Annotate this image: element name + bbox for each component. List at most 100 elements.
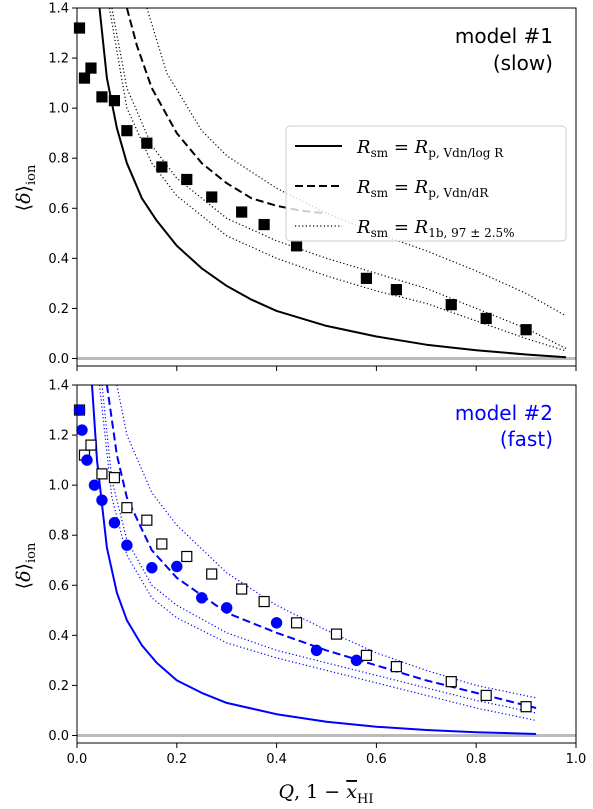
data-point-square xyxy=(390,661,402,673)
legend-entry-dashed: Rsm = Rp, Vdn/dR xyxy=(356,177,489,200)
data-point-circle xyxy=(121,539,133,551)
y-tick-label: 1.4 xyxy=(48,379,69,394)
legend-lhs: R xyxy=(356,137,371,158)
data-point-square xyxy=(520,701,532,713)
y-tick-label: 0.6 xyxy=(48,202,69,217)
data-point-circle xyxy=(270,617,283,629)
data-point-square xyxy=(236,206,248,218)
y-tick-label: 0.2 xyxy=(48,679,69,694)
legend-rhs-sub: 1b, 97 ± 2.5% xyxy=(428,226,514,240)
data-point-square xyxy=(78,72,91,84)
data-point-square xyxy=(141,514,153,526)
tick-layer: 0.0 0.2 0.4 0.6 0.8 1.0 0.0 0.2 0.4 0.6 0.8 1.0 1.2 1… xyxy=(48,379,586,768)
y-axis-title-top: ⟨δ⟩ion xyxy=(13,164,39,211)
data-point-circle xyxy=(310,644,323,657)
y-tick-label: 0.8 xyxy=(48,529,69,544)
data-point-circle xyxy=(350,654,363,667)
data-point-circle xyxy=(88,479,101,491)
x-tick-label: 0.8 xyxy=(466,752,487,767)
data-point-circle xyxy=(73,404,86,416)
series-line-dashed xyxy=(105,385,537,709)
data-point-square xyxy=(96,468,108,480)
data-point-circle xyxy=(146,562,158,574)
data-point-square xyxy=(73,22,86,34)
data-point-square xyxy=(258,218,270,231)
legend-lhs-sub: sm xyxy=(371,146,389,160)
x-tick-label: 0.2 xyxy=(166,752,187,767)
x-tick-label: 0.0 xyxy=(67,752,88,767)
data-point-square xyxy=(258,595,270,608)
series-line-dashed xyxy=(125,8,327,215)
y-axis-title-bottom: ⟨δ⟩ion xyxy=(13,542,39,589)
series-line-solid xyxy=(98,8,567,359)
data-point-square xyxy=(181,550,193,563)
marker-layer xyxy=(73,22,532,336)
legend-rhs: R xyxy=(414,137,429,158)
panel-label-line-1: model #1 xyxy=(455,24,553,48)
y-tick-label: 1.4 xyxy=(48,2,69,17)
data-point-square xyxy=(206,191,218,203)
panel-label-line-2: (slow) xyxy=(493,51,553,75)
x-tick-label: 1.0 xyxy=(566,752,587,767)
legend-lhs: R xyxy=(356,177,371,198)
data-point-square xyxy=(108,95,121,107)
data-point-square xyxy=(520,324,532,336)
series-line-dotted xyxy=(146,8,567,317)
data-point-circle xyxy=(108,516,121,529)
y-tick-label: 0.4 xyxy=(48,252,69,267)
data-point-square xyxy=(85,439,97,451)
data-point-square xyxy=(390,284,402,296)
plot-frame xyxy=(76,384,577,744)
data-point-square xyxy=(96,91,108,103)
data-point-square xyxy=(480,689,492,702)
data-point-square xyxy=(445,299,457,311)
data-point-square xyxy=(480,312,492,325)
legend-box xyxy=(285,125,567,242)
data-point-square xyxy=(330,628,343,640)
data-point-square xyxy=(121,125,133,137)
data-point-circle xyxy=(76,424,88,436)
legend-rhs: R xyxy=(414,177,429,198)
legend-rhs-sub: p, Vdn/dR xyxy=(428,186,489,200)
y-tick-label: 1.2 xyxy=(48,429,69,444)
data-point-circle xyxy=(81,454,93,466)
y-tick-label: 0.8 xyxy=(48,152,69,167)
y-tick-label: 0.0 xyxy=(48,352,69,367)
data-point-circle xyxy=(196,592,208,604)
series-line-dotted xyxy=(101,385,537,714)
x-tick-label: 0.6 xyxy=(366,752,387,767)
data-point-square xyxy=(141,137,153,149)
marker-layer xyxy=(73,404,532,713)
data-point-square xyxy=(290,617,303,629)
legend-lhs-sub: sm xyxy=(371,226,389,240)
y-tick-label: 1.2 xyxy=(48,52,69,67)
data-point-square xyxy=(360,272,373,284)
data-point-square xyxy=(181,173,193,186)
data-point-square xyxy=(121,502,133,514)
legend-lhs-sub: sm xyxy=(371,186,389,200)
tick-layer: 0.0 0.2 0.4 0.6 0.8 1.0 1.2 1.4 xyxy=(48,2,577,371)
series-layer xyxy=(91,385,537,735)
panel-model-1: 0.0 0.2 0.4 0.6 0.8 1.0 1.2 1.4 model #1 (slow)… xyxy=(13,2,577,371)
y-tick-label: 0.0 xyxy=(48,729,69,744)
x-tick-label: 0.4 xyxy=(266,752,287,767)
data-point-circle xyxy=(171,560,183,573)
data-point-square xyxy=(206,568,218,580)
legend-entry-solid: Rsm = Rp, Vdn/log R xyxy=(356,137,504,160)
panel-label-line-2: (fast) xyxy=(500,427,553,451)
x-axis-title: Q, 1 − xHI xyxy=(279,781,374,807)
data-point-square xyxy=(445,676,457,688)
data-point-square xyxy=(360,649,373,661)
y-tick-label: 0.6 xyxy=(48,579,69,594)
y-tick-label: 0.2 xyxy=(48,302,69,317)
series-line-solid xyxy=(91,385,537,735)
legend: Rsm = Rp, Vdn/log R Rsm = Rp, Vdn/dR Rsm… xyxy=(285,125,567,242)
plot-frame xyxy=(76,7,577,367)
legend-rhs: R xyxy=(414,217,429,238)
legend-entry-dotted: Rsm = R1b, 97 ± 2.5% xyxy=(356,217,515,240)
data-point-square xyxy=(156,538,168,550)
panel-label-line-1: model #2 xyxy=(455,401,553,425)
data-point-square xyxy=(290,240,303,252)
panel-model-2: 0.0 0.2 0.4 0.6 0.8 1.0 0.0 0.2 0.4 0.6 0.8 1.0 1.2 1… xyxy=(13,379,586,808)
